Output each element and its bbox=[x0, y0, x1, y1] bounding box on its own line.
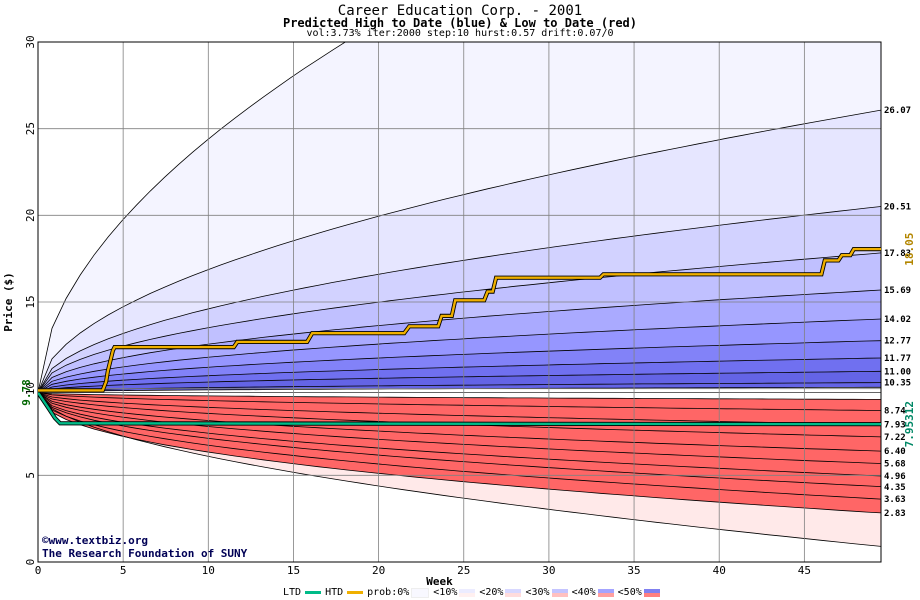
high-band-end-label-8: 10.35 bbox=[884, 379, 911, 389]
high-band-line-5 bbox=[38, 318, 881, 393]
legend-item-1: <20% bbox=[479, 587, 504, 598]
legend-swatch-5 bbox=[643, 588, 660, 597]
x-tick-label-6: 30 bbox=[542, 564, 555, 577]
high-band-line-0 bbox=[38, 42, 347, 393]
y-axis-label: Price ($) bbox=[2, 272, 15, 332]
high-band-end-label-3: 15.69 bbox=[884, 286, 911, 296]
high-band-end-label-0: 26.07 bbox=[884, 106, 911, 116]
y-tick-label-0: 0 bbox=[24, 559, 37, 566]
legend-swatch-2 bbox=[505, 588, 522, 597]
legend-ltd-label: LTD bbox=[283, 587, 302, 598]
legend-item-0: <10% bbox=[433, 587, 458, 598]
low-band-end-label-3: 6.40 bbox=[884, 447, 906, 457]
legend-swatch-1 bbox=[459, 588, 476, 597]
high-band-end-label-1: 20.51 bbox=[884, 202, 911, 212]
high-band-end-label-7: 11.00 bbox=[884, 367, 911, 377]
plot-border bbox=[37, 41, 882, 563]
legend-swatch-3 bbox=[551, 588, 568, 597]
y-tick-label-1: 5 bbox=[24, 472, 37, 479]
series-group bbox=[38, 247, 881, 427]
high-band-6 bbox=[38, 340, 881, 393]
chart-subtitle: Predicted High to Date (blue) & Low to D… bbox=[282, 16, 637, 30]
high-band-9 bbox=[38, 382, 881, 393]
chart-title: Career Education Corp. - 2001 bbox=[337, 3, 583, 19]
low-band-line-6 bbox=[38, 392, 881, 477]
high-band-4 bbox=[38, 290, 881, 393]
y-tick-label-4: 20 bbox=[24, 209, 37, 222]
low-band-end-label-1: 7.93 bbox=[884, 421, 906, 431]
high-band-line-9 bbox=[38, 382, 881, 393]
high-band-3 bbox=[38, 252, 881, 393]
low-band-line-8 bbox=[38, 392, 881, 500]
high-band-0 bbox=[38, 42, 881, 393]
y-tick-label-6: 30 bbox=[24, 35, 37, 48]
x-tick-label-2: 10 bbox=[202, 564, 215, 577]
high-band-line-8 bbox=[38, 370, 881, 393]
high-band-end-label-6: 11.77 bbox=[884, 354, 911, 364]
low-band-line-2 bbox=[38, 392, 881, 425]
low-band-end-label-5: 4.96 bbox=[884, 472, 906, 482]
legend-htd-swatch bbox=[347, 591, 364, 594]
legend-item-3: <40% bbox=[571, 587, 596, 598]
low-band-end-label-6: 4.35 bbox=[884, 483, 906, 493]
high-band-end-label-5: 12.77 bbox=[884, 337, 911, 347]
copyright-icon: © bbox=[42, 534, 49, 547]
htd-final-label: 18.05 bbox=[903, 233, 916, 266]
x-axis-label: Week bbox=[426, 575, 453, 588]
x-tick-label-4: 20 bbox=[372, 564, 385, 577]
low-band-end-label-8: 2.83 bbox=[884, 509, 906, 519]
high-band-7 bbox=[38, 358, 881, 393]
x-tick-label-9: 45 bbox=[798, 564, 811, 577]
x-tick-label-0: 0 bbox=[35, 564, 42, 577]
low-band-line-1 bbox=[38, 392, 881, 411]
start-price-label: 9.78 bbox=[20, 379, 33, 406]
low-band-line-4 bbox=[38, 392, 881, 452]
x-tick-label-5: 25 bbox=[457, 564, 470, 577]
high-band-line-1 bbox=[38, 109, 881, 393]
x-tick-label-3: 15 bbox=[287, 564, 300, 577]
y-tick-label-5: 25 bbox=[24, 122, 37, 135]
low-band-end-label-7: 3.63 bbox=[884, 495, 906, 505]
legend-swatch-0 bbox=[411, 587, 430, 598]
low-band-end-label-4: 5.68 bbox=[884, 460, 906, 470]
high-band-end-label-4: 14.02 bbox=[884, 315, 911, 325]
y-tick-label-3: 15 bbox=[24, 295, 37, 308]
chart-params: vol:3.73% iter:2000 step:10 hurst:0.57 d… bbox=[306, 28, 614, 39]
legend-swatch-4 bbox=[597, 588, 614, 597]
high-band-line-2 bbox=[38, 206, 881, 393]
legend-item-2: <30% bbox=[525, 587, 550, 598]
high-band-2 bbox=[38, 206, 881, 393]
high-band-5 bbox=[38, 319, 881, 393]
high-band-8 bbox=[38, 371, 881, 393]
legend-htd-label: HTD bbox=[325, 587, 344, 598]
high-band-end-label-2: 17.83 bbox=[884, 249, 911, 259]
y-tick-label-2: 10 bbox=[24, 382, 37, 395]
ltd-final-label: 7.95312 bbox=[903, 401, 916, 447]
credit-url[interactable]: ©www.textbiz.org bbox=[42, 534, 148, 547]
x-tick-label-1: 5 bbox=[120, 564, 127, 577]
legend-item-4: <50% bbox=[617, 587, 642, 598]
bands-group bbox=[38, 42, 881, 547]
high-band-1 bbox=[38, 110, 881, 393]
low-band-end-label-0: 8.74 bbox=[884, 407, 906, 417]
low-band-line-7 bbox=[38, 392, 881, 487]
low-band-line-0 bbox=[38, 392, 881, 547]
x-tick-label-8: 40 bbox=[713, 564, 726, 577]
high-band-line-7 bbox=[38, 357, 881, 393]
legend: LTD HTD prob:0% <10% <20% <30% <40% <50% bbox=[283, 587, 664, 598]
ltd-line bbox=[38, 391, 881, 426]
high-band-line-6 bbox=[38, 340, 881, 393]
high-band-line-3 bbox=[38, 252, 881, 393]
low-band-line-9 bbox=[38, 392, 881, 514]
low-band-end-label-2: 7.22 bbox=[884, 433, 906, 443]
low-band-line-10 bbox=[38, 392, 881, 400]
legend-ltd-swatch bbox=[305, 591, 322, 594]
x-tick-label-7: 35 bbox=[627, 564, 640, 577]
credit-org: The Research Foundation of SUNY bbox=[42, 547, 248, 560]
legend-prob-label: prob:0% bbox=[367, 587, 410, 598]
htd-line bbox=[38, 247, 881, 392]
